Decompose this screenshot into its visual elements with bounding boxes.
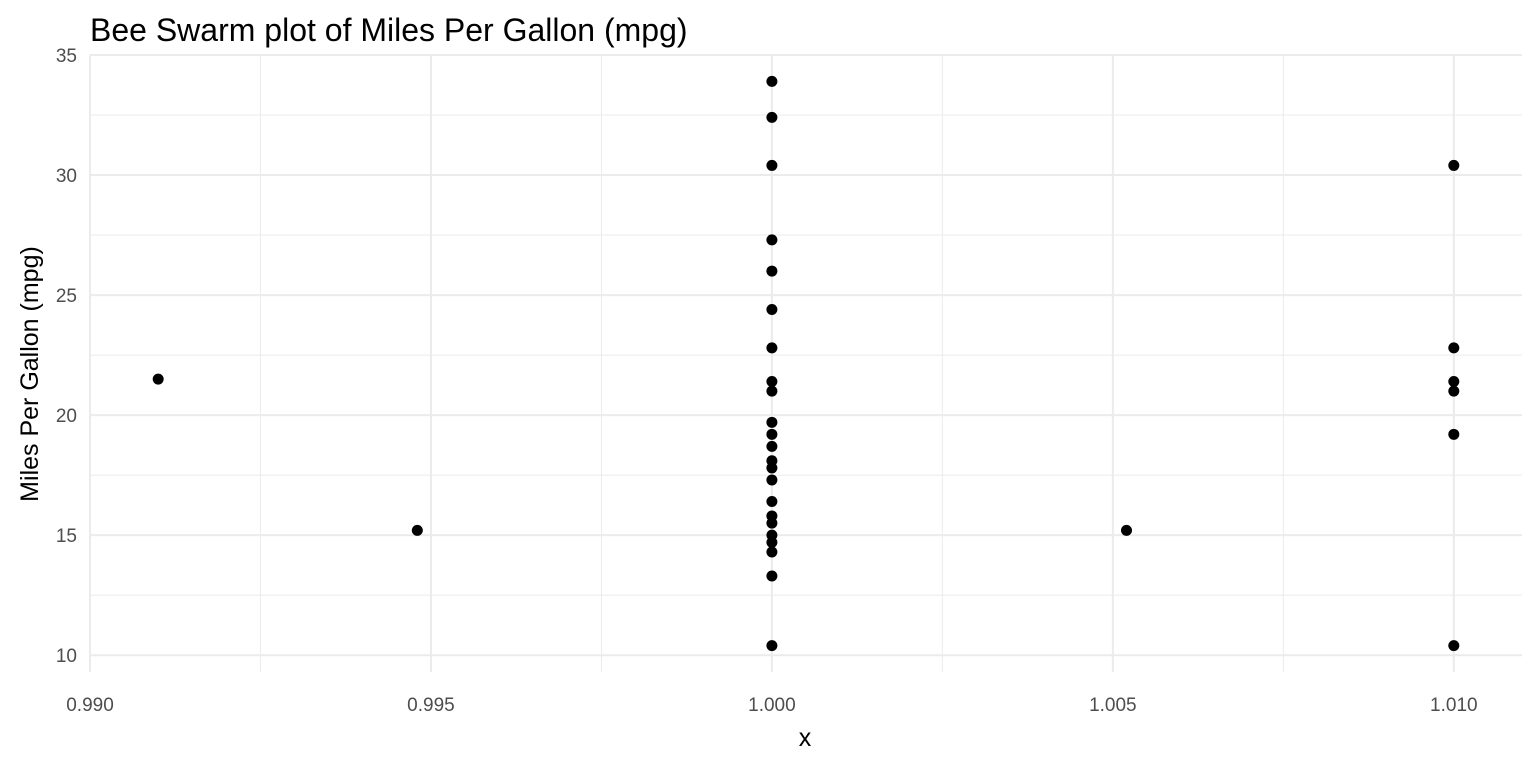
y-tick-label: 10 <box>56 646 77 667</box>
data-point <box>766 303 778 315</box>
data-point <box>1448 376 1460 388</box>
data-point <box>766 428 778 440</box>
data-point <box>766 496 778 508</box>
grid-layer <box>89 54 1522 672</box>
data-point <box>766 159 778 171</box>
data-point <box>766 376 778 388</box>
x-tick-label: 1.000 <box>748 695 796 716</box>
points-layer <box>152 75 1460 652</box>
data-point <box>1448 640 1460 652</box>
data-point <box>766 462 778 474</box>
data-point <box>766 75 778 87</box>
data-point <box>766 342 778 354</box>
x-tick-label: 0.995 <box>407 695 455 716</box>
y-axis-title: Miles Per Gallon (mpg) <box>16 246 44 502</box>
data-point <box>1448 159 1460 171</box>
x-tick-label: 1.005 <box>1089 695 1137 716</box>
y-tick-label: 15 <box>56 526 77 547</box>
data-point <box>152 373 164 385</box>
data-point <box>1120 524 1132 536</box>
y-tick-label: 35 <box>56 46 77 67</box>
y-tick-label: 25 <box>56 286 77 307</box>
ticks-layer: 0.990 0.995 1.000 1.005 1.010 10 15 20 25 30 35 <box>56 46 1478 716</box>
x-tick-label: 0.990 <box>66 695 114 716</box>
data-point <box>766 536 778 548</box>
data-point <box>1448 428 1460 440</box>
data-point <box>766 546 778 558</box>
data-point <box>1448 342 1460 354</box>
data-point <box>766 234 778 246</box>
chart-title: Bee Swarm plot of Miles Per Gallon (mpg) <box>90 12 688 48</box>
x-tick-label: 1.010 <box>1430 695 1478 716</box>
data-point <box>766 474 778 486</box>
data-point <box>766 440 778 452</box>
x-axis-title: x <box>799 724 812 752</box>
data-point <box>766 385 778 397</box>
data-point <box>766 570 778 582</box>
y-tick-label: 20 <box>56 406 77 427</box>
data-point <box>411 524 423 536</box>
data-point <box>766 416 778 428</box>
data-point <box>766 265 778 277</box>
data-point <box>766 111 778 123</box>
data-point <box>766 517 778 529</box>
data-point <box>766 640 778 652</box>
y-tick-label: 30 <box>56 166 77 187</box>
data-point <box>1448 385 1460 397</box>
